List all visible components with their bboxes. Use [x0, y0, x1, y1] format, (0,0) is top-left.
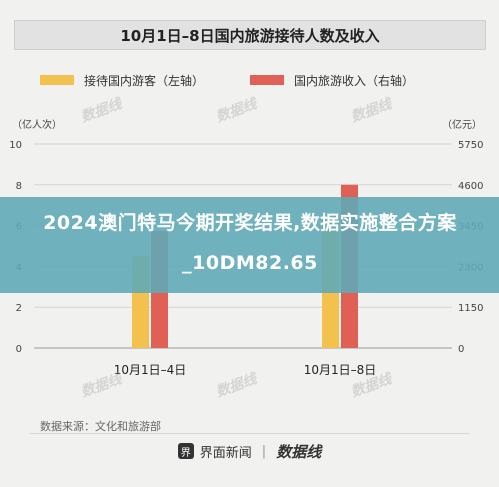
title-box: 10月1日–8日国内旅游接待人数及收入: [14, 20, 486, 50]
footer-separator: |: [261, 443, 267, 459]
legend-swatch-revenue: [250, 75, 285, 85]
source-note: 数据来源：文化和旅游部: [40, 420, 161, 433]
y-tick-right: 5750: [458, 140, 483, 151]
footer: 界 界面新闻 | 数据线: [0, 437, 499, 465]
footer-divider: [30, 433, 470, 434]
legend-item-revenue: 国内旅游收入（右轴）: [250, 72, 414, 89]
footer-brand-logo: 数据线: [276, 442, 322, 461]
y-tick-left: 8: [16, 181, 22, 192]
x-tick-label: 10月1日–8日: [304, 363, 377, 377]
footer-brand: 界面新闻: [199, 445, 252, 461]
overlay-banner: 2024澳门特马今期开奖结果,数据实施整合方案_10DM82.65: [0, 197, 499, 293]
y-tick-right: 0: [458, 344, 464, 355]
overlay-text: 2024澳门特马今期开奖结果,数据实施整合方案_10DM82.65: [43, 212, 457, 274]
legend-item-visitors: 接待国内游客（左轴）: [40, 72, 204, 89]
legend-label-visitors: 接待国内游客（左轴）: [84, 73, 205, 88]
y-tick-right: 1150: [458, 303, 483, 314]
x-tick-label: 10月1日–4日: [114, 363, 187, 377]
y-axis-left-label: （亿人次）: [12, 118, 62, 131]
legend-swatch-visitors: [40, 75, 74, 85]
legend-label-revenue: 国内旅游收入（右轴）: [294, 73, 415, 88]
y-tick-right: 4600: [458, 181, 483, 192]
y-axis-right-label: （亿元）: [442, 118, 482, 131]
y-tick-left: 10: [9, 140, 22, 151]
jiemian-logo-icon: 界: [177, 443, 194, 459]
y-tick-left: 2: [16, 303, 22, 314]
chart-title: 10月1日–8日国内旅游接待人数及收入: [120, 26, 380, 45]
y-tick-left: 0: [16, 344, 22, 355]
legend: 接待国内游客（左轴） 国内旅游收入（右轴）: [40, 70, 480, 90]
